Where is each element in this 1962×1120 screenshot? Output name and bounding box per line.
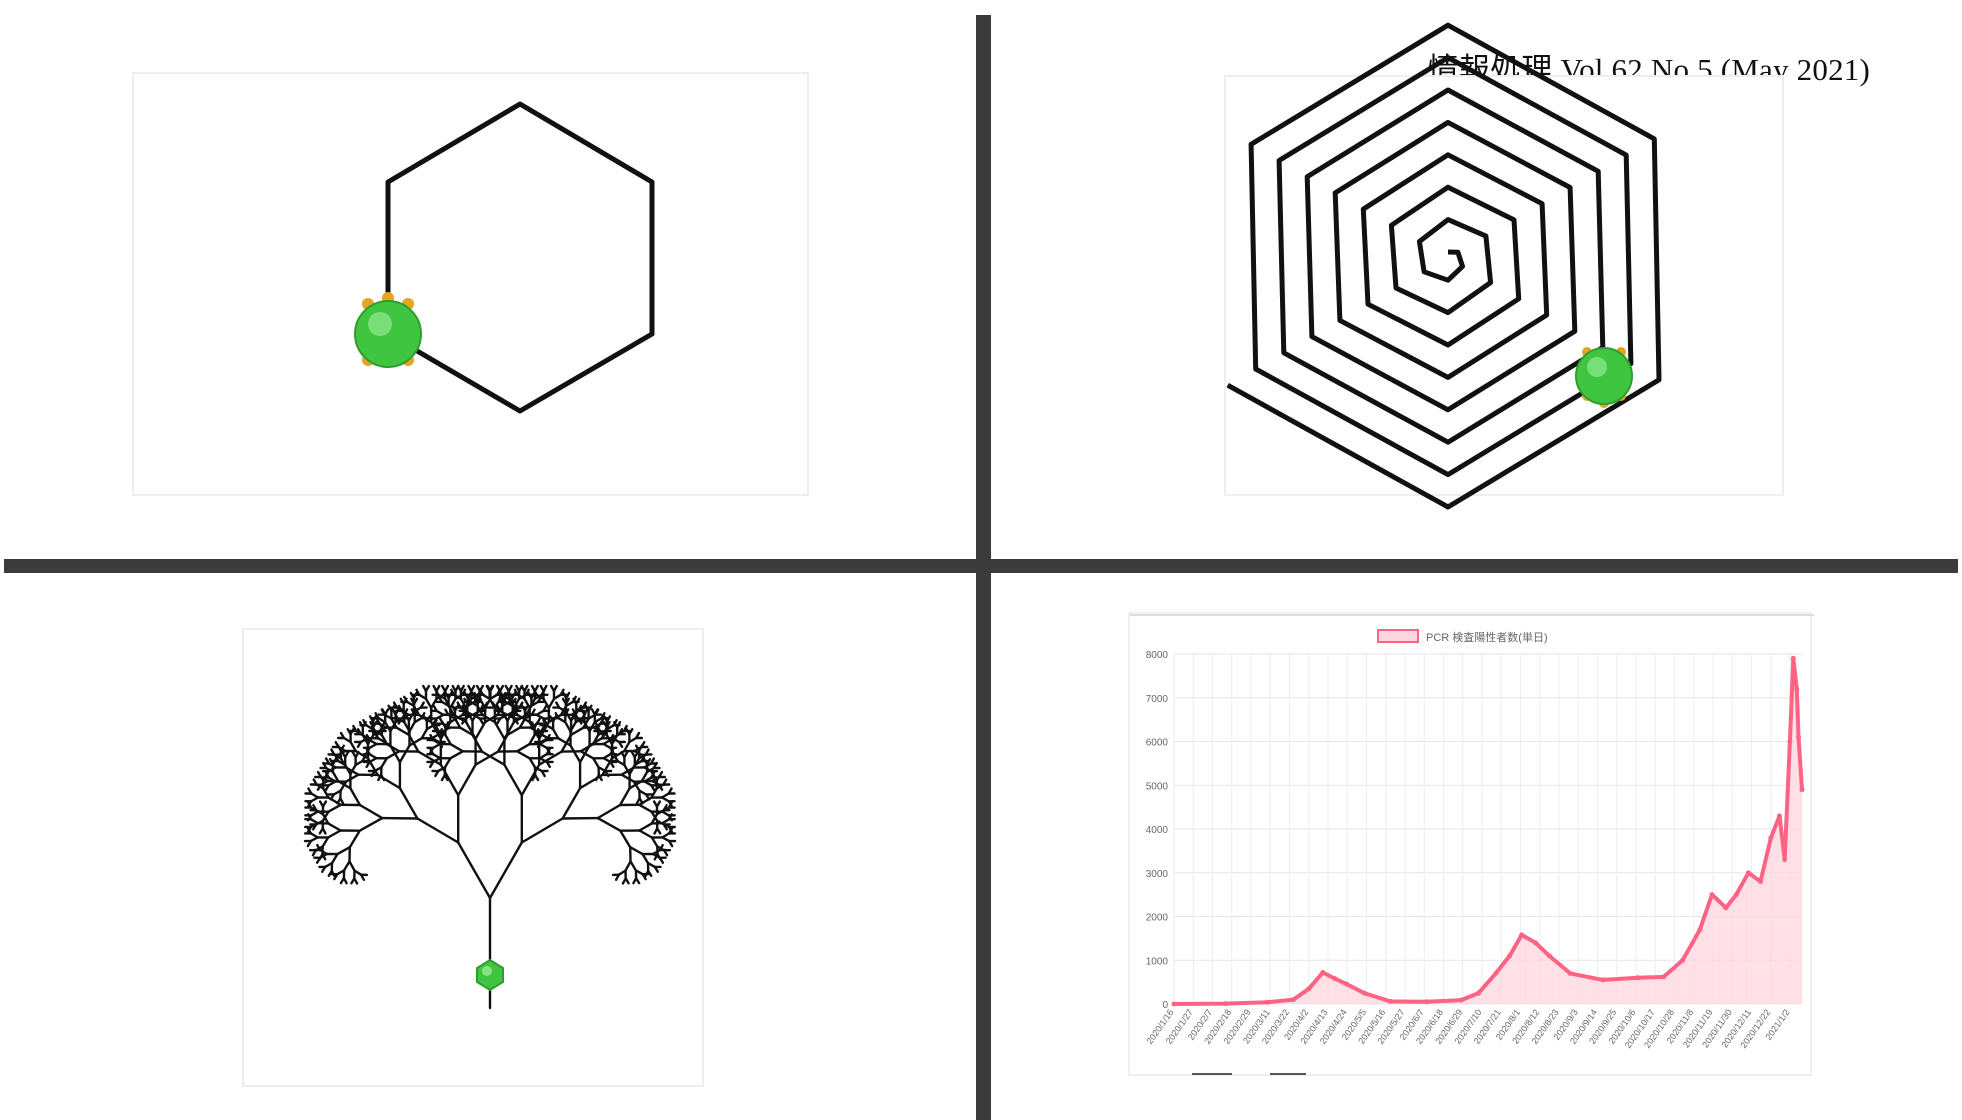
horizontal-divider [4,559,1958,573]
data-point [1458,997,1464,1003]
data-point [1787,739,1793,744]
data-point [1476,990,1481,996]
data-point [1171,1001,1177,1007]
data-point [1519,932,1525,938]
hex-spiral-shape [1226,22,1662,510]
data-point [1758,879,1763,884]
data-point [1600,977,1606,983]
data-point [1745,870,1751,876]
fractal-tree-panel [242,628,704,1087]
hex-spiral-drawing [1226,22,1662,510]
data-point [1320,970,1326,975]
hexagon-drawing [354,101,655,414]
data-point [1796,734,1801,740]
data-point [1680,957,1686,963]
data-point [1306,986,1312,992]
data-point [1533,940,1539,946]
y-tick-label: 3000 [1146,869,1169,880]
data-point [1567,970,1573,976]
fractal-tree-drawing [303,684,677,1010]
data-point [1777,813,1782,819]
data-point [1507,953,1513,959]
data-point [1723,905,1729,911]
data-point [1782,857,1788,863]
data-point [1733,892,1739,898]
data-point [1768,835,1774,841]
data-point [1635,975,1641,981]
y-tick-label: 7000 [1146,694,1169,705]
data-point [1361,990,1367,996]
y-tick-label: 5000 [1146,781,1169,792]
legend-swatch [1377,629,1419,643]
hexagon-shape [385,101,655,414]
pcr-line-chart: PCR 検査陽性者数(単日) 0 1000 2000 3000 4000 5000 6000… [1130,614,1814,1075]
data-point [1790,655,1796,661]
turtle-sprite-icon [476,958,504,992]
data-point [1697,927,1703,933]
legend-label: PCR 検査陽性者数(単日) [1426,630,1548,644]
fractal-tree-shape [303,684,677,1010]
data-point [1709,892,1715,898]
y-tick-label: 1000 [1146,956,1169,967]
data-point [1661,974,1667,980]
hexagon-panel [132,72,809,496]
data-point [1290,997,1296,1003]
y-tick-label: 2000 [1146,913,1169,924]
y-tick-label: 0 [1162,1000,1168,1011]
data-point [1344,981,1350,987]
series-area [1174,658,1802,1004]
data-point [1332,976,1338,982]
y-tick-label: 4000 [1146,825,1169,836]
data-point [1799,787,1805,793]
data-point [1223,1001,1229,1007]
turtle-sprite-icon [354,292,422,368]
y-tick-label: 8000 [1146,650,1169,661]
pcr-chart-panel: PCR 検査陽性者数(単日) 0 1000 2000 3000 4000 5000 6000… [1128,612,1814,1076]
data-point [1546,953,1552,959]
turtle-sprite-icon [1575,347,1633,408]
data-point [1794,686,1800,692]
data-point [1264,999,1270,1005]
y-tick-label: 6000 [1146,738,1169,749]
data-point [1387,998,1393,1004]
spiral-panel [1224,22,1784,510]
data-point [1493,970,1499,976]
data-point [1424,999,1430,1005]
